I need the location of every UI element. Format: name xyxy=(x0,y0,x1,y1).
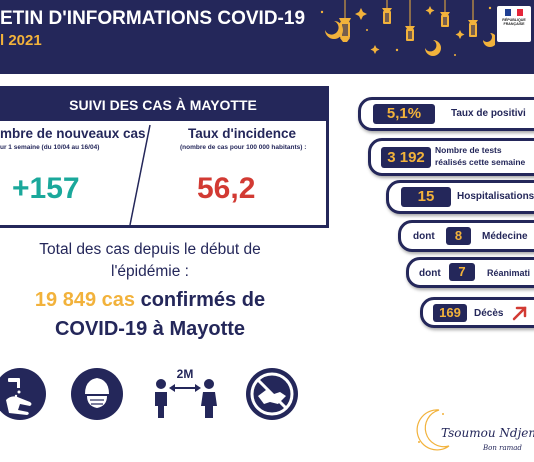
new-cases-title: mbre de nouveaux cas xyxy=(0,126,146,141)
total-confirmed-suffix: confirmés de xyxy=(135,289,266,311)
medicine-prefix: dont xyxy=(413,231,435,242)
bulletin-date: l 2021 xyxy=(0,32,42,49)
mask-icon xyxy=(71,368,123,420)
incidence-title: Taux d'incidence xyxy=(188,126,296,141)
medicine-card: dont 8 Médecine xyxy=(398,220,534,252)
medicine-label: Médecine xyxy=(482,231,528,242)
total-line-4: COVID-19 à Mayotte xyxy=(54,318,246,340)
reanimation-card: dont 7 Réanimati xyxy=(406,257,534,288)
new-cases-subtitle: ur 1 semaine (du 10/04 au 16/04) xyxy=(0,144,100,151)
total-line-2: l'épidémie : xyxy=(111,263,189,280)
tests-card: 3 192 Nombre de tests réalisés cette sem… xyxy=(368,138,534,176)
total-confirmed-count: 19 849 cas xyxy=(34,289,136,311)
hospitalisations-value: 15 xyxy=(401,187,451,207)
medicine-value: 8 xyxy=(446,227,471,245)
positivity-value: 5,1% xyxy=(373,104,435,124)
signature-subtext: Bon ramad xyxy=(483,444,522,452)
panel-divider xyxy=(129,124,151,226)
distance-2m-icon: 2M xyxy=(155,367,217,418)
deaths-value: 169 xyxy=(433,304,467,322)
bulletin-title: ETIN D'INFORMATIONS COVID-19 xyxy=(0,8,306,29)
deaths-card: 169 Décès xyxy=(420,297,534,328)
incidence-value: 56,2 xyxy=(197,172,256,205)
ramadan-signature: Tsoumou Ndjema n Bon ramad xyxy=(413,400,534,462)
reanimation-prefix: dont xyxy=(419,268,441,279)
positivity-label: Taux de positivi xyxy=(451,108,526,119)
hospitalisations-label: Hospitalisations xyxy=(457,191,534,202)
reanimation-label: Réanimati xyxy=(487,268,531,278)
header-banner: ETIN D'INFORMATIONS COVID-19 l 2021 xyxy=(0,0,534,74)
signature-text: Tsoumou Ndjema n xyxy=(441,426,534,440)
crescent-moon-icon xyxy=(416,409,450,451)
distance-label: 2M xyxy=(177,367,194,381)
tests-label-line1: Nombre de tests xyxy=(435,145,502,155)
tests-value: 3 192 xyxy=(381,147,431,168)
tests-label-line2: réalisés cette semaine xyxy=(435,157,526,167)
hand-washing-icon xyxy=(0,368,46,420)
case-tracking-panel: SUIVI DES CAS À MAYOTTE xyxy=(0,86,329,228)
deaths-label: Décès xyxy=(474,308,504,319)
trend-up-arrow-icon xyxy=(512,306,527,321)
incidence-subtitle: (nombre de cas pour 100 000 habitants) : xyxy=(180,144,307,151)
french-flag-icon xyxy=(505,9,523,16)
reanimation-value: 7 xyxy=(449,263,475,281)
new-cases-value: +157 xyxy=(12,172,80,205)
republique-francaise-logo: RÉPUBLIQUE FRANÇAISE xyxy=(497,6,531,42)
hospitalisations-card: 15 Hospitalisations xyxy=(386,180,534,214)
no-handshake-icon xyxy=(246,368,298,420)
total-line-1: Total des cas depuis le début de xyxy=(39,241,261,258)
logo-text: RÉPUBLIQUE FRANÇAISE xyxy=(502,18,526,26)
total-confirmed-line: 19 849 cas confirmés de xyxy=(0,289,300,312)
ramadan-lanterns-decoration xyxy=(320,0,495,56)
case-tracking-heading: SUIVI DES CAS À MAYOTTE xyxy=(0,89,326,121)
positivity-card: 5,1% Taux de positivi xyxy=(358,97,534,131)
